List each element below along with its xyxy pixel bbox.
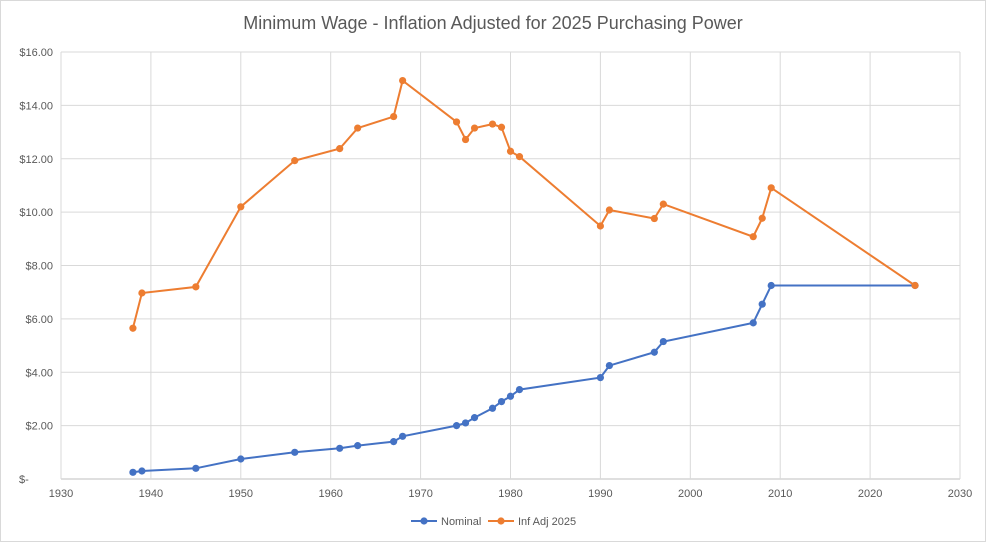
data-point — [497, 398, 506, 406]
x-tick-label: 1960 — [318, 488, 342, 500]
data-point — [399, 76, 407, 85]
data-point — [129, 324, 137, 332]
data-point — [390, 112, 398, 121]
y-tick-label: $6.00 — [25, 314, 53, 326]
x-tick-label: 1940 — [139, 488, 163, 500]
data-point — [291, 157, 299, 165]
series-line-1 — [131, 78, 916, 329]
x-tick-label: 2010 — [768, 488, 792, 500]
data-point — [192, 464, 200, 472]
data-point — [605, 206, 613, 214]
y-tick-label: $16.00 — [19, 47, 53, 59]
data-point — [515, 385, 524, 394]
series-line-0 — [132, 284, 915, 474]
data-point — [911, 281, 919, 290]
data-point — [336, 145, 344, 153]
data-point — [515, 153, 524, 161]
data-point — [470, 414, 479, 422]
data-point — [354, 124, 362, 132]
data-point — [497, 123, 506, 131]
data-point — [758, 214, 766, 222]
data-point — [596, 222, 605, 230]
data-point — [138, 289, 146, 297]
data-point — [129, 468, 137, 476]
legend-label: Inf Adj 2025 — [518, 516, 576, 528]
legend-marker — [420, 517, 428, 525]
legend-label: Nominal — [441, 516, 481, 528]
x-tick-label: 1990 — [588, 488, 612, 500]
data-point — [749, 233, 757, 241]
legend-marker — [497, 517, 505, 525]
y-tick-label: $10.00 — [19, 207, 53, 219]
y-tick-label: $12.00 — [19, 154, 53, 166]
data-point — [758, 300, 766, 308]
data-point — [596, 373, 605, 382]
data-point — [659, 337, 667, 346]
x-tick-label: 1950 — [229, 488, 253, 500]
y-tick-label: $14.00 — [19, 100, 53, 112]
y-tick-label: $- — [19, 474, 29, 486]
data-point — [390, 438, 398, 446]
data-point — [506, 392, 515, 400]
data-point — [291, 448, 299, 456]
data-point — [461, 419, 470, 427]
data-point — [470, 124, 479, 132]
y-tick-label: $4.00 — [25, 367, 53, 379]
x-tick-label: 2000 — [678, 488, 702, 500]
data-point — [650, 348, 658, 356]
data-point — [452, 422, 461, 430]
y-tick-label: $2.00 — [25, 421, 53, 433]
data-point — [767, 281, 775, 290]
data-point — [506, 147, 515, 155]
data-point — [749, 319, 757, 327]
data-point — [192, 283, 200, 291]
data-point — [488, 404, 497, 412]
data-point — [659, 200, 667, 208]
data-point — [461, 135, 470, 144]
data-point — [138, 467, 146, 475]
data-point — [488, 120, 497, 128]
x-tick-label: 1980 — [498, 488, 522, 500]
data-point — [767, 184, 775, 192]
data-point — [650, 214, 658, 223]
data-point — [399, 432, 407, 440]
data-point — [336, 444, 344, 452]
x-tick-label: 1970 — [408, 488, 432, 500]
x-tick-label: 2020 — [858, 488, 882, 500]
data-point — [452, 118, 461, 126]
data-point — [237, 203, 245, 211]
chart-title: Minimum Wage - Inflation Adjusted for 20… — [243, 13, 743, 33]
y-tick-label: $8.00 — [25, 261, 53, 273]
data-point — [354, 442, 362, 450]
data-point — [605, 361, 613, 370]
data-point — [237, 455, 245, 463]
x-tick-label: 2030 — [948, 488, 972, 500]
x-tick-label: 1930 — [49, 488, 73, 500]
